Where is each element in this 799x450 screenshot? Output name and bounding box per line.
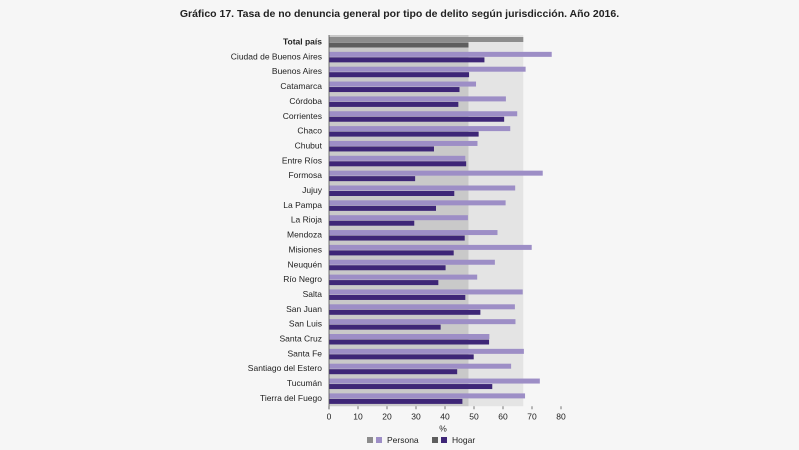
bar-hogar xyxy=(329,101,459,107)
category-label: Misiones xyxy=(288,244,322,254)
category-label: San Juan xyxy=(286,304,322,314)
x-tick-label: 10 xyxy=(353,411,363,421)
category-label: Río Negro xyxy=(283,274,322,284)
x-tick-label: 70 xyxy=(527,411,537,421)
bar-persona xyxy=(329,200,506,206)
bar-hogar xyxy=(329,87,460,93)
bar-hogar xyxy=(329,398,463,404)
bar-persona xyxy=(329,81,477,87)
bar-persona xyxy=(329,140,478,146)
legend-swatch-persona xyxy=(376,437,382,443)
bar-hogar xyxy=(329,146,434,152)
bar-hogar xyxy=(329,250,454,256)
bar-hogar xyxy=(329,116,505,122)
category-label: Santa Cruz xyxy=(279,334,322,344)
category-label: Tierra del Fuego xyxy=(260,393,322,403)
bar-persona xyxy=(329,96,506,102)
bar-hogar xyxy=(329,161,467,167)
bar-persona xyxy=(329,51,552,57)
category-label: Chubut xyxy=(295,140,323,150)
category-label: Salta xyxy=(303,289,323,299)
x-tick-label: 30 xyxy=(411,411,421,421)
bar-hogar xyxy=(329,57,485,63)
legend-swatch-total-persona xyxy=(367,437,373,443)
bar-persona xyxy=(329,334,490,339)
bar-persona xyxy=(329,37,524,42)
category-label: Mendoza xyxy=(287,230,322,240)
bar-persona xyxy=(329,126,511,132)
bar-persona xyxy=(329,363,512,369)
bar-persona xyxy=(329,259,495,265)
category-label: Córdoba xyxy=(289,96,322,106)
legend-label-persona: Persona xyxy=(387,435,419,445)
category-label: Jujuy xyxy=(302,185,323,195)
legend-swatch-hogar xyxy=(441,437,447,443)
bar-hogar xyxy=(329,265,446,271)
bar-hogar xyxy=(329,72,470,78)
bar-persona xyxy=(329,289,523,295)
bar-persona xyxy=(329,274,478,280)
bar-hogar xyxy=(329,220,415,226)
bar-hogar xyxy=(329,235,465,241)
bar-persona xyxy=(329,111,518,117)
bar-hogar xyxy=(329,339,490,345)
chart-title: Gráfico 17. Tasa de no denuncia general … xyxy=(179,8,620,20)
bar-hogar xyxy=(329,280,439,286)
bar-persona xyxy=(329,348,524,354)
category-label: La Rioja xyxy=(291,215,322,225)
x-tick-label: 50 xyxy=(469,411,479,421)
x-tick-label: 40 xyxy=(440,411,450,421)
category-label: Santa Fe xyxy=(288,348,323,358)
x-tick-label: 0 xyxy=(327,411,332,421)
bar-hogar xyxy=(329,191,455,196)
bar-persona xyxy=(329,185,516,191)
x-tick-label: 80 xyxy=(556,411,566,421)
bar-persona xyxy=(329,319,516,325)
bar-hogar xyxy=(329,131,479,137)
category-label: Formosa xyxy=(288,170,322,180)
bar-persona xyxy=(329,378,540,384)
category-label: Total país xyxy=(283,37,322,47)
category-label: San Luis xyxy=(289,319,322,329)
x-axis-label: % xyxy=(439,423,447,433)
bar-hogar xyxy=(329,176,416,182)
bar-hogar xyxy=(329,309,481,315)
bar-persona xyxy=(329,244,532,250)
bar-hogar xyxy=(329,324,441,330)
bar-hogar xyxy=(329,354,474,360)
bar-persona xyxy=(329,215,468,221)
legend-label-hogar: Hogar xyxy=(452,435,475,445)
category-label: Corrientes xyxy=(283,111,322,121)
category-label: Entre Ríos xyxy=(282,155,322,165)
bar-persona xyxy=(329,155,466,161)
category-label: Tucumán xyxy=(287,378,322,388)
category-label: Neuquén xyxy=(287,259,322,269)
bar-persona xyxy=(329,170,543,176)
bar-hogar xyxy=(329,294,466,300)
bar-persona xyxy=(329,230,498,236)
bar-hogar xyxy=(329,205,437,211)
bar-persona xyxy=(329,66,526,72)
bar-hogar xyxy=(329,384,493,390)
bar-persona xyxy=(329,393,526,399)
x-tick-label: 60 xyxy=(498,411,508,421)
x-tick-label: 20 xyxy=(382,411,392,421)
category-label: Buenos Aires xyxy=(272,66,322,76)
category-label: Ciudad de Buenos Aires xyxy=(231,51,322,61)
bar-hogar xyxy=(329,42,469,48)
bar-persona xyxy=(329,304,515,310)
category-label: Chaco xyxy=(297,126,322,136)
bar-hogar xyxy=(329,369,458,375)
category-label: La Pampa xyxy=(283,200,322,210)
category-label: Catamarca xyxy=(280,81,322,91)
category-label: Santiago del Estero xyxy=(248,363,322,373)
legend-swatch-total-hogar xyxy=(432,437,438,443)
